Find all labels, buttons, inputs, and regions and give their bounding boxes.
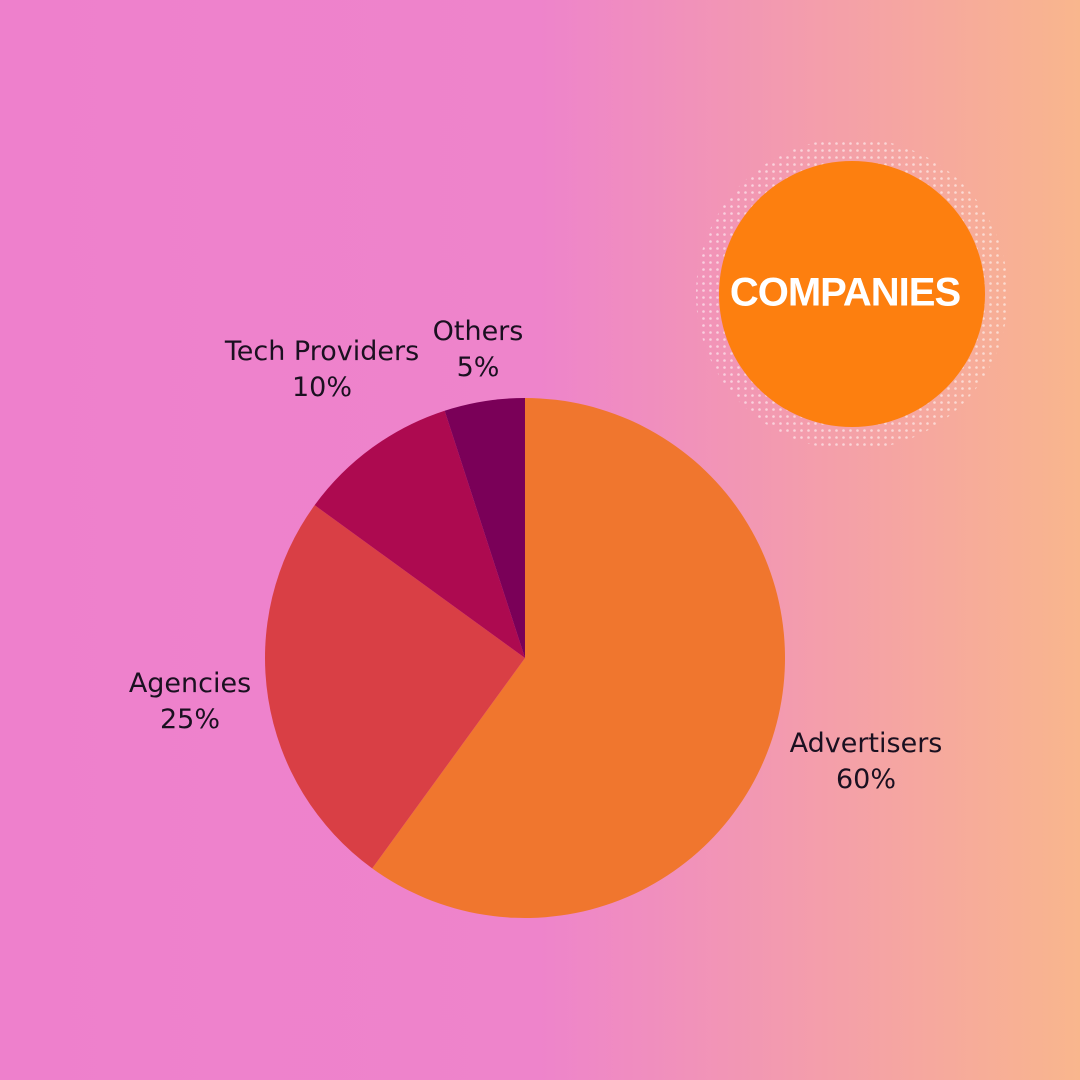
slice-label: Advertisers bbox=[790, 728, 943, 759]
pie-slice bbox=[444, 398, 525, 658]
pie bbox=[265, 398, 786, 918]
labels: Advertisers 60% Agencies 25% Tech Providers 1… bbox=[129, 316, 943, 795]
chart-title: COMPANIES bbox=[730, 271, 961, 315]
slice-label: Tech Providers bbox=[224, 336, 419, 367]
pie-slice bbox=[314, 410, 525, 658]
slice-label: Agencies bbox=[129, 668, 251, 699]
slice-label: Others bbox=[433, 316, 524, 347]
title-badge bbox=[719, 161, 985, 427]
slice-value-label: 25% bbox=[160, 704, 220, 735]
slice-value-label: 10% bbox=[292, 372, 352, 403]
pie-slice bbox=[265, 505, 525, 869]
slice-value-label: 5% bbox=[457, 352, 500, 383]
pie-slice bbox=[372, 398, 786, 918]
slice-value-label: 60% bbox=[836, 764, 896, 795]
